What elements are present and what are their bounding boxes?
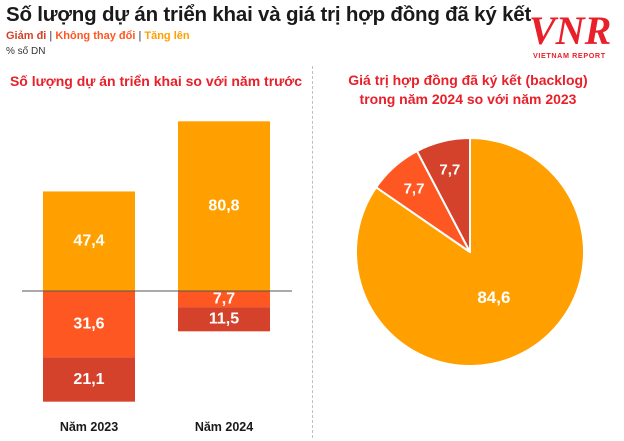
- bar-label-decrease-1: 11,5: [209, 311, 239, 328]
- bar-label-decrease-0: 21,1: [73, 371, 104, 388]
- bar-unchanged-1: [178, 291, 270, 308]
- legend-decrease: Giảm đi: [6, 30, 47, 42]
- bar-increase-0: [43, 191, 135, 291]
- pie-chart-title-line-2: trong năm 2024 so với năm 2023: [359, 91, 577, 107]
- bar-category-label-0: Năm 2023: [60, 420, 118, 434]
- unit-label: % số DN: [6, 46, 46, 57]
- bar-label-unchanged-1: 7,7: [213, 291, 235, 308]
- pie-label-1: 7,7: [404, 180, 425, 197]
- legend-separator: |: [49, 30, 56, 42]
- bar-category-label-1: Năm 2024: [195, 420, 253, 434]
- pie-chart-title: Giá trị hợp đồng đã ký kết (backlog) tro…: [318, 71, 618, 109]
- pie-slice-2: [415, 137, 471, 253]
- bar-chart-title: Số lượng dự án triển khai so với năm trư…: [6, 72, 306, 91]
- bar-decrease-1: [178, 307, 270, 332]
- panel-divider: [312, 66, 313, 438]
- bar-label-increase-0: 47,4: [73, 233, 104, 250]
- pie-label-2: 7,7: [439, 162, 460, 179]
- bar-chart-title-text: Số lượng dự án triển khai so với năm trư…: [9, 73, 303, 89]
- bar-decrease-0: [43, 357, 135, 402]
- bar-label-unchanged-0: 31,6: [73, 316, 104, 333]
- vnr-logo: VNR VIETNAM REPORT: [529, 8, 611, 60]
- legend-increase: Tăng lên: [144, 30, 190, 42]
- legend-unchanged: Không thay đổi: [55, 30, 136, 42]
- page-title: Số lượng dự án triển khai và giá trị hợp…: [6, 3, 532, 26]
- bar-label-increase-1: 80,8: [208, 198, 239, 215]
- pie-label-0: 84,6: [477, 288, 510, 307]
- logo-mark: VNR: [529, 8, 611, 53]
- pie-chart-title-line-1: Giá trị hợp đồng đã ký kết (backlog): [348, 72, 588, 88]
- logo-text: VIETNAM REPORT: [533, 51, 606, 60]
- bar-unchanged-0: [43, 291, 135, 358]
- legend-separator: |: [138, 30, 145, 42]
- legend: Giảm đi | Không thay đổi | Tăng lên: [6, 30, 190, 42]
- bar-increase-1: [178, 121, 270, 291]
